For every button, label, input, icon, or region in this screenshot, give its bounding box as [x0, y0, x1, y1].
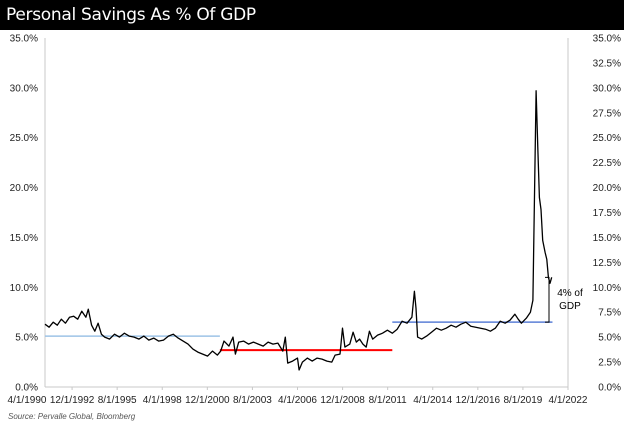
right-y-tick-label: 7.5%	[598, 308, 621, 319]
x-tick-label: 4/1/2022	[549, 395, 588, 406]
right-y-tick-label: 5.0%	[598, 333, 621, 344]
axis-lines	[44, 38, 569, 388]
right-y-tick-label: 27.5%	[593, 108, 621, 119]
x-tick-label: 8/1/2011	[369, 395, 408, 406]
right-y-tick-label: 35.0%	[593, 34, 621, 45]
x-tick-label: 12/1/2016	[456, 395, 501, 406]
right-y-tick-label: 30.0%	[593, 83, 621, 94]
right-y-axis: 0.0% 2.5% 5.0% 7.5% 10.0% 12.5% 15.0% 17.5% 20.0…	[593, 34, 621, 394]
savings-chart: 0.0% 5.0% 10.0% 15.0% 20.0% 25.0% 30.0% 35.0% 0…	[8, 34, 622, 407]
chart-title: Personal Savings As % Of GDP	[6, 5, 256, 25]
right-y-tick-label: 22.5%	[593, 158, 621, 169]
left-y-tick-label: 35.0%	[10, 34, 38, 45]
annotation-bracket	[545, 276, 550, 323]
right-y-tick-label: 17.5%	[593, 208, 621, 219]
x-tick-label: 12/1/2000	[185, 395, 230, 406]
x-tick-label: 4/1/2014	[413, 395, 452, 406]
left-y-tick-label: 20.0%	[10, 183, 38, 194]
right-y-tick-label: 0.0%	[598, 383, 621, 394]
x-axis: 4/1/1990 12/1/1992 8/1/1995 4/1/1998 12/1/20…	[8, 387, 588, 406]
x-tick-label: 8/1/1995	[98, 395, 137, 406]
x-tick-label: 4/1/1998	[143, 395, 182, 406]
left-y-tick-label: 30.0%	[10, 83, 38, 94]
source-note: Source: Pervalle Global, Bloomberg	[8, 412, 136, 421]
annotation: 4% of GDP	[545, 276, 583, 323]
annotation-label: 4% of	[557, 288, 583, 299]
savings-series	[44, 90, 553, 371]
x-tick-label: 8/1/2019	[503, 395, 542, 406]
title-bar: Personal Savings As % Of GDP	[0, 0, 624, 30]
right-y-tick-label: 32.5%	[593, 58, 621, 69]
left-y-tick-label: 25.0%	[10, 133, 38, 144]
right-y-tick-label: 2.5%	[598, 358, 621, 369]
savings-line	[44, 90, 553, 371]
x-tick-label: 8/1/2003	[233, 395, 272, 406]
x-tick-label: 12/1/1992	[50, 395, 95, 406]
annotation-label: GDP	[559, 301, 581, 312]
right-y-tick-label: 10.0%	[593, 283, 621, 294]
left-y-axis: 0.0%5.0%10.0%15.0%20.0%25.0%30.0%35.0%	[10, 34, 38, 394]
right-y-tick-label: 15.0%	[593, 233, 621, 244]
x-tick-label: 4/1/2006	[278, 395, 317, 406]
x-tick-label: 4/1/1990	[8, 395, 47, 406]
right-y-tick-label: 12.5%	[593, 258, 621, 269]
right-y-tick-label: 20.0%	[593, 183, 621, 194]
left-y-tick-label: 10.0%	[10, 283, 38, 294]
x-tick-label: 12/1/2008	[320, 395, 365, 406]
right-y-tick-label: 25.0%	[593, 133, 621, 144]
left-y-tick-label: 5.0%	[15, 333, 38, 344]
left-y-tick-label: 15.0%	[10, 233, 38, 244]
